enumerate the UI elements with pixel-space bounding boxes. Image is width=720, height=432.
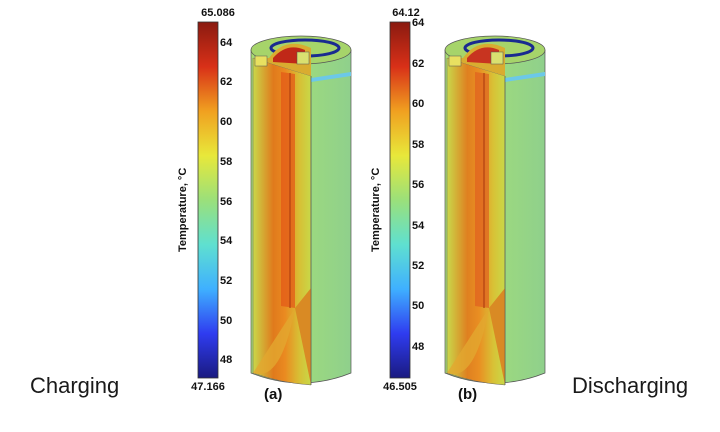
colorbar-a	[197, 21, 219, 379]
colorbar-tick-label: 48	[220, 354, 233, 367]
colorbar-tick-label: 62	[220, 76, 233, 89]
colorbar-tick-label: 50	[412, 300, 425, 313]
discharging-label: Discharging	[572, 373, 689, 398]
colorbar-max-value: 64.12	[392, 7, 420, 19]
colorbar-b	[389, 21, 411, 379]
colorbar-tick-label: 52	[412, 259, 425, 272]
colorbar-gradient	[197, 21, 219, 379]
colorbar-tick-label: 60	[220, 116, 233, 129]
colorbar-tick-label: 64	[220, 36, 233, 49]
colorbar-gradient	[389, 21, 411, 379]
colorbar-max-value: 65.086	[201, 7, 235, 19]
colorbar-tick-label: 64	[412, 17, 425, 30]
colorbar-tick-label: 48	[412, 340, 425, 353]
colorbar-tick-label: 52	[220, 274, 233, 287]
colorbar-tick-label: 60	[412, 98, 425, 111]
battery-cell-a	[250, 35, 352, 386]
charging-label: Charging	[30, 373, 120, 398]
colorbar-tick-label: 56	[412, 179, 425, 192]
colorbar-tick-label: 58	[220, 155, 233, 168]
colorbar-tick-label: 54	[220, 235, 233, 248]
colorbar-title: Temperature, °C	[370, 167, 382, 252]
battery-cell-b	[444, 35, 546, 386]
colorbar-tick-label: 54	[412, 219, 425, 232]
colorbar-tick-label: 56	[220, 195, 233, 208]
colorbar-tick-label: 58	[412, 138, 425, 151]
panel-label-a: (a)	[264, 386, 283, 403]
panel-label-b: (b)	[458, 386, 478, 403]
colorbar-min-value: 46.505	[383, 381, 417, 393]
colorbar-tick-label: 62	[412, 57, 425, 70]
colorbar-title: Temperature, °C	[177, 167, 189, 252]
colorbar-tick-label: 50	[220, 314, 233, 327]
colorbar-min-value: 47.166	[191, 381, 225, 393]
